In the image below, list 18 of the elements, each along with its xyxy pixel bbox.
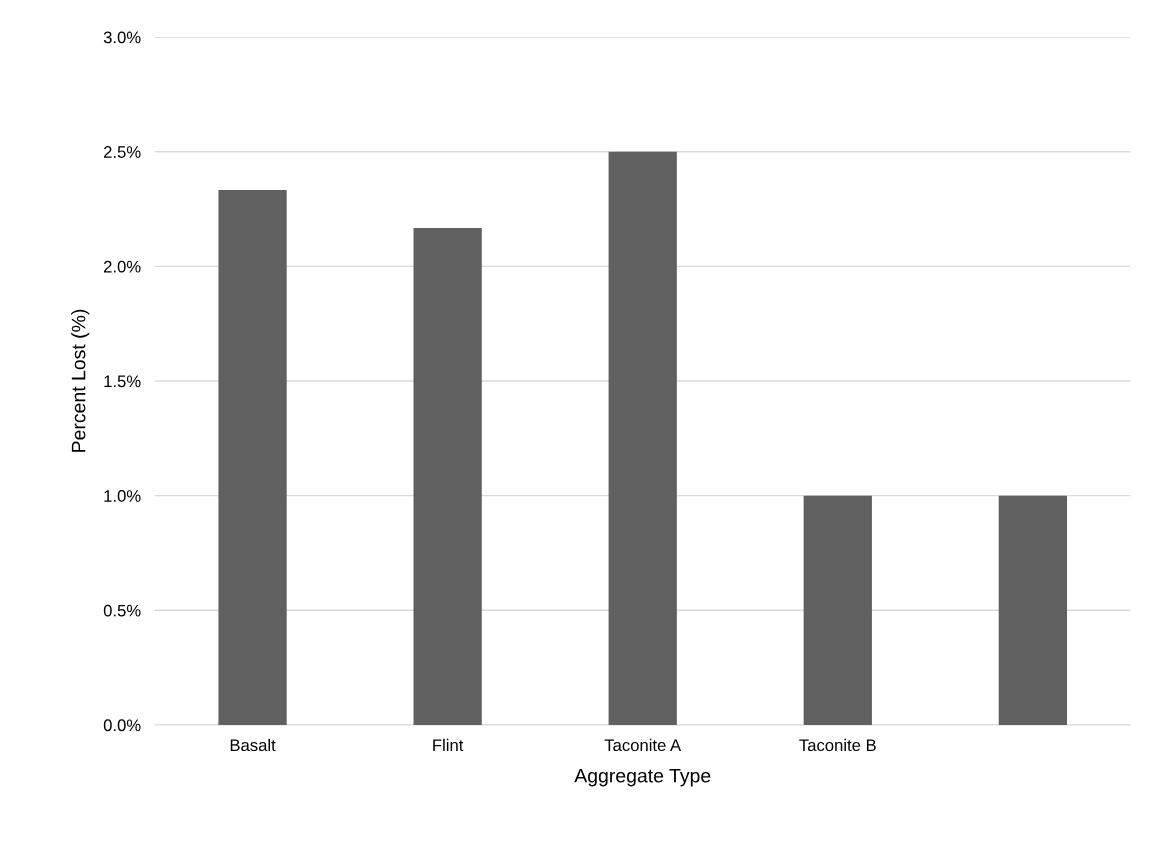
y-tick-label: 3.0% xyxy=(103,31,141,44)
x-tick-label: Basalt xyxy=(230,738,276,752)
x-tick-label: Flint xyxy=(433,738,464,752)
x-axis-title: Aggregate Type xyxy=(574,768,711,787)
bar xyxy=(413,228,482,725)
y-tick-label: 2.5% xyxy=(104,146,141,158)
bar xyxy=(218,189,287,725)
bar xyxy=(608,151,677,725)
bar xyxy=(803,495,872,725)
y-tick-label: 2.0% xyxy=(104,260,141,273)
y-tick-label: 0.5% xyxy=(103,604,141,617)
y-tick-label: 1.0% xyxy=(104,490,141,502)
y-tick-label: 0.0% xyxy=(103,719,141,732)
y-tick-label: 1.5% xyxy=(104,375,141,388)
x-tick-label: Taconite A xyxy=(604,738,682,752)
y-axis-title: Percent Lost (%) xyxy=(71,309,90,452)
bar xyxy=(998,495,1067,725)
x-tick-label: Taconite B xyxy=(799,738,876,752)
